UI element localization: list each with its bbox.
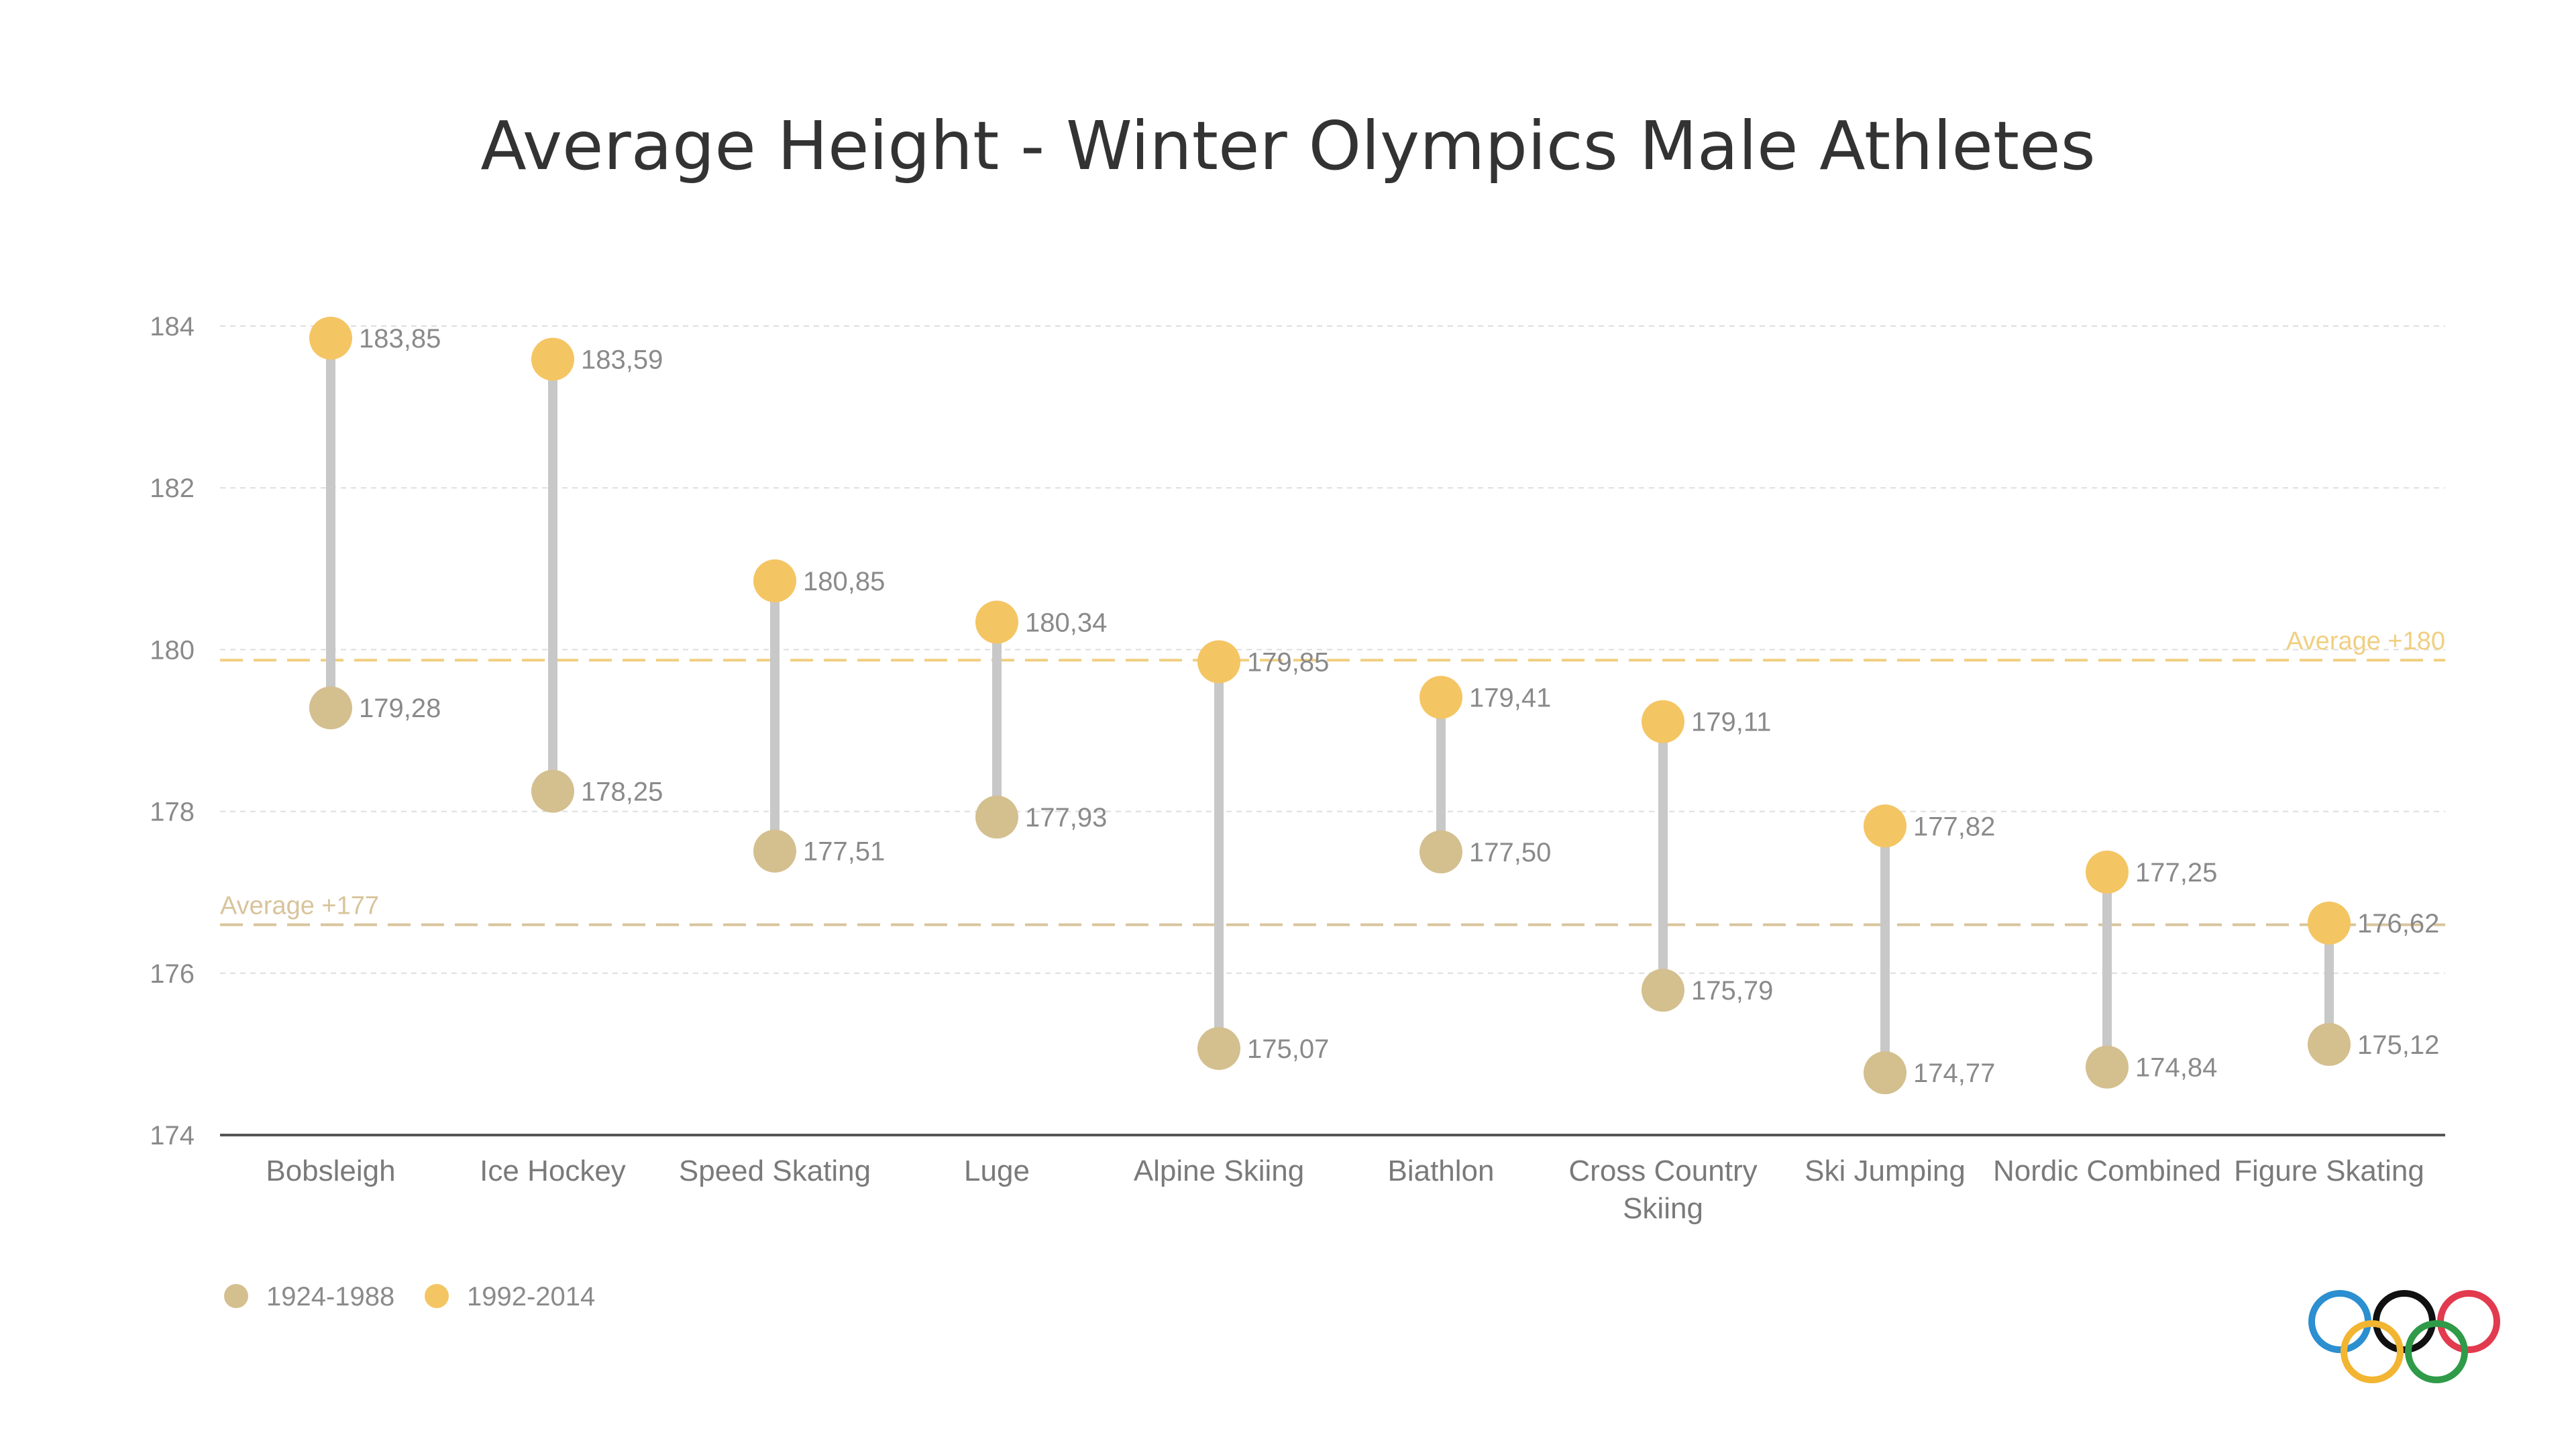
data-label-1992-2014: 183,85 (359, 324, 441, 354)
x-tick-label: Alpine Skiing (1134, 1155, 1304, 1187)
reference-line-label: Average +180 (2286, 627, 2445, 655)
legend-label: 1992-2014 (467, 1282, 595, 1311)
x-tick-label: Figure Skating (2234, 1155, 2424, 1187)
data-label-1924-1988: 175,12 (2357, 1030, 2439, 1060)
x-tick-label: Cross Country (1568, 1155, 1757, 1187)
point-1992-2014 (531, 337, 574, 381)
point-1992-2014 (1864, 804, 1907, 848)
point-1924-1988 (1642, 969, 1684, 1012)
data-label-1924-1988: 175,79 (1691, 976, 1773, 1006)
data-label-1924-1988: 177,93 (1025, 803, 1107, 833)
data-label-1992-2014: 179,41 (1469, 684, 1551, 713)
y-tick-label: 180 (150, 635, 195, 665)
legend-marker (425, 1284, 449, 1308)
point-1924-1988 (975, 796, 1018, 839)
point-1992-2014 (2308, 902, 2351, 945)
x-tick-label: Skiing (1623, 1192, 1703, 1225)
grid: 174 176 178 180 182 184 (150, 312, 2445, 1150)
point-1924-1988 (309, 686, 352, 730)
data-label-1992-2014: 180,34 (1025, 608, 1107, 637)
olympic-rings-icon (2308, 1290, 2500, 1383)
point-1924-1988 (531, 769, 574, 813)
point-1992-2014 (1642, 700, 1684, 743)
y-tick-label: 178 (150, 798, 195, 827)
connectors (326, 338, 2334, 1073)
data-label-1924-1988: 178,25 (581, 777, 663, 806)
data-label-1924-1988: 175,07 (1247, 1034, 1329, 1064)
point-1992-2014 (1419, 676, 1462, 719)
x-tick-label: Luge (964, 1155, 1030, 1187)
legend-marker (224, 1284, 248, 1308)
legend: 1924-1988 1992-2014 (224, 1282, 595, 1311)
point-1924-1988 (1419, 830, 1462, 873)
x-tick-label: Ski Jumping (1805, 1155, 1966, 1187)
data-label-1992-2014: 176,62 (2357, 909, 2439, 938)
data-label-1992-2014: 183,59 (581, 345, 663, 374)
data-label-1992-2014: 179,85 (1247, 647, 1329, 677)
chart-title: Average Height - Winter Olympics Male At… (480, 107, 2095, 185)
olympic-ring (2405, 1320, 2468, 1383)
data-label-1924-1988: 177,51 (803, 837, 885, 867)
x-tick-label: Nordic Combined (1993, 1155, 2221, 1187)
point-1924-1988 (2308, 1022, 2351, 1066)
data-label-1924-1988: 177,50 (1469, 838, 1551, 867)
data-label-1992-2014: 180,85 (803, 567, 885, 596)
data-points (309, 317, 2351, 1095)
point-1992-2014 (1197, 640, 1240, 684)
point-1992-2014 (753, 559, 796, 602)
olympic-ring (2373, 1290, 2436, 1353)
point-1992-2014 (2086, 851, 2129, 894)
x-axis: Bobsleigh Ice Hockey Speed Skating Luge Alpi… (220, 1134, 2445, 1225)
point-1992-2014 (975, 600, 1018, 644)
data-label-1924-1988: 179,28 (359, 694, 441, 723)
data-label-1992-2014: 177,82 (1913, 812, 1995, 841)
data-label-1992-2014: 179,11 (1691, 708, 1771, 737)
reference-lines: Average +180 Average +177 (220, 627, 2445, 926)
reference-line-label: Average +177 (220, 892, 379, 920)
y-tick-label: 184 (150, 312, 195, 341)
x-tick-label: Bobsleigh (266, 1155, 395, 1187)
point-1924-1988 (753, 829, 796, 873)
x-tick-label: Speed Skating (679, 1155, 871, 1187)
data-label-1992-2014: 177,25 (2135, 858, 2217, 888)
data-label-1924-1988: 174,77 (1913, 1059, 1995, 1088)
point-1924-1988 (2086, 1045, 2129, 1089)
olympic-ring (2341, 1320, 2404, 1383)
olympic-ring (2308, 1290, 2371, 1353)
x-tick-label: Biathlon (1387, 1155, 1494, 1187)
point-1992-2014 (309, 317, 352, 360)
olympic-ring (2437, 1290, 2500, 1353)
legend-label: 1924-1988 (266, 1282, 394, 1311)
data-labels: 179,28 183,85 178,25 183,59 177,51 180,85 177,… (359, 324, 2439, 1088)
y-tick-label: 174 (150, 1121, 195, 1150)
point-1924-1988 (1864, 1051, 1907, 1095)
x-tick-label: Ice Hockey (480, 1155, 626, 1187)
point-1924-1988 (1197, 1026, 1240, 1070)
y-tick-label: 182 (150, 474, 195, 503)
data-label-1924-1988: 174,84 (2135, 1053, 2217, 1083)
y-tick-label: 176 (150, 959, 195, 989)
